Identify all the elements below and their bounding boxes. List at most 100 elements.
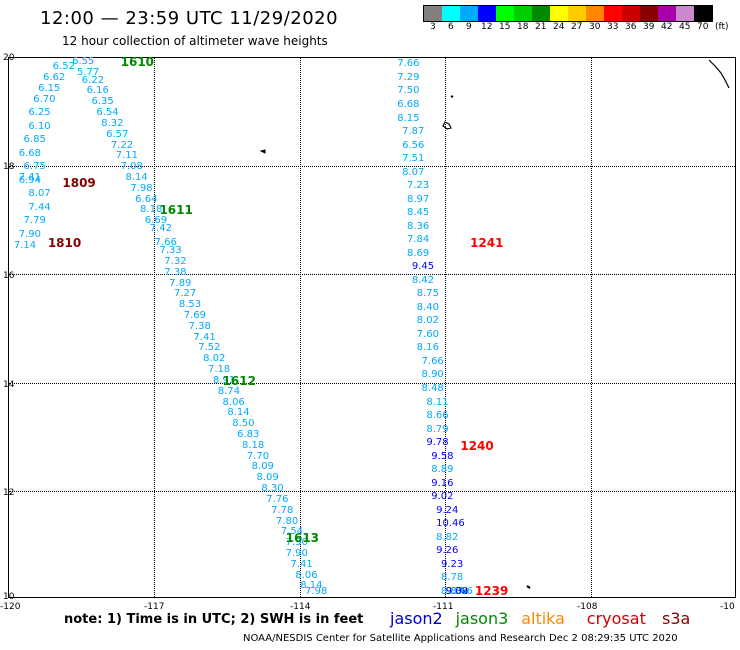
credit-line: NOAA/NESDIS Center for Satellite Applica… <box>243 633 678 644</box>
wave-height-value: 8.14 <box>227 407 250 419</box>
satellite-legend-jason2: jason2 <box>390 609 443 628</box>
wave-height-value: 8.07 <box>28 188 51 200</box>
y-axis-label: 18 <box>3 162 15 172</box>
wave-height-value: 9.23 <box>440 558 464 570</box>
track-id-label: 1241 <box>470 235 504 250</box>
legend-label: 33 <box>607 22 619 32</box>
wave-height-value: 7.66 <box>154 236 177 248</box>
y-axis-label: 10 <box>3 592 15 602</box>
track-id-label: 1810 <box>47 235 82 250</box>
y-axis-label: 16 <box>3 271 15 281</box>
wave-height-value: 7.90 <box>285 537 308 549</box>
wave-height-value: 6.68 <box>18 147 41 159</box>
wave-height-value: 7.54 <box>280 526 304 538</box>
wave-height-value: 6.62 <box>42 71 66 83</box>
wave-height-value: 7.79 <box>23 215 46 227</box>
wave-height-value: 8.15 <box>397 112 420 124</box>
wave-height-value: 6.64 <box>135 193 158 205</box>
legend-label: 42 <box>661 22 673 32</box>
legend-label: 36 <box>625 22 637 32</box>
wave-height-value: 6.68 <box>397 98 420 110</box>
wave-height-value: 8.16 <box>416 342 439 354</box>
legend-label: 24 <box>553 22 565 32</box>
wave-height-value: 7.89 <box>169 277 192 289</box>
wave-height-value: 7.66 <box>397 58 420 70</box>
x-axis-label: -111 <box>433 602 454 612</box>
wave-height-value: 6.56 <box>402 139 425 151</box>
grid-line <box>9 166 735 167</box>
wave-height-value: 6.35 <box>91 96 114 108</box>
satellite-legend-s3a: s3a <box>662 609 691 628</box>
satellite-legend-cryosat: cryosat <box>586 609 646 628</box>
wave-height-value: 9.39 <box>445 586 469 597</box>
wave-height-value: 10.46 <box>436 518 465 530</box>
wave-height-value: 7.29 <box>397 71 420 83</box>
wave-height-value: 6.55 <box>72 55 95 67</box>
coastline <box>259 59 730 589</box>
wave-height-value: 8.02 <box>203 353 226 365</box>
wave-height-value: 8.45 <box>406 207 430 219</box>
wave-height-value: 8.40 <box>416 301 439 313</box>
legend-swatch <box>640 6 658 21</box>
wave-height-value: 8.02 <box>416 315 439 327</box>
legend-swatch <box>622 6 640 21</box>
legend-label: 70 <box>697 22 709 32</box>
wave-height-value: 7.90 <box>285 548 308 559</box>
x-axis-label: -114 <box>290 602 311 612</box>
wave-height-value: 9.45 <box>411 261 435 273</box>
wave-height-value: 7.18 <box>207 364 231 376</box>
wave-height-value: 7.60 <box>416 328 439 340</box>
wave-height-value: 7.11 <box>115 150 139 162</box>
wave-height-value: 8.75 <box>416 288 439 300</box>
wave-height-value: 8.37 <box>440 585 464 597</box>
wave-height-value: 7.51 <box>402 153 425 165</box>
wave-height-value: 7.14 <box>13 239 37 251</box>
wave-height-value: 7.98 <box>130 182 153 194</box>
wave-height-value: 6.70 <box>33 93 56 105</box>
legend-swatch <box>478 6 496 21</box>
wave-height-value: 8.53 <box>178 299 202 311</box>
wave-height-value: 7.50 <box>397 85 420 97</box>
wave-height-value: 8.36 <box>406 220 430 232</box>
page-subtitle: 12 hour collection of altimeter wave hei… <box>62 34 328 48</box>
wave-height-value: 8.91 <box>212 374 236 386</box>
wave-height-value: 8.09 <box>256 472 279 484</box>
wave-height-value: 6.16 <box>86 85 109 97</box>
wave-height-value: 9.24 <box>436 504 459 516</box>
map-panel[interactable]: 6.55 6.52 5.77 6.62 6.22 6.15 6.16 6.70 6.35 6.25… <box>8 54 736 598</box>
legend-swatch <box>658 6 676 21</box>
track-id-label: 1610 <box>120 54 155 69</box>
wave-height-value: 8.48 <box>421 383 444 394</box>
grid-line <box>300 58 301 597</box>
wave-height-value: 5.77 <box>76 66 100 78</box>
track-id-label: 1613 <box>285 530 320 545</box>
wave-height-value: 8.06 <box>222 396 245 408</box>
wave-height-value: 6.57 <box>106 128 129 140</box>
wave-height-value: 7.44 <box>28 201 51 213</box>
legend-swatch <box>604 6 622 21</box>
wave-height-value: 7.42 <box>149 223 172 235</box>
wave-height-value: 9.58 <box>431 450 454 462</box>
legend-unit: (ft) <box>715 22 729 32</box>
wave-height-value: 7.22 <box>110 139 134 151</box>
track-id-label: 1611 <box>159 203 193 218</box>
wave-height-value: 8.30 <box>261 483 284 495</box>
wave-height-value: 7.41 <box>193 331 216 343</box>
track-id-label: 1612 <box>222 373 256 388</box>
wave-height-value: 9.02 <box>431 491 454 503</box>
wave-height-value: 8.97 <box>406 193 430 205</box>
legend-swatch <box>514 6 532 21</box>
legend-label: 39 <box>643 22 655 32</box>
wave-height-value: 7.78 <box>271 504 294 516</box>
wave-height-value: 8.18 <box>241 439 265 451</box>
wave-height-value: 7.08 <box>120 161 143 173</box>
wave-height-value: 9.78 <box>426 437 449 449</box>
wave-height-value: 8.11 <box>426 396 449 408</box>
legend-swatch <box>568 6 586 21</box>
grid-line <box>591 58 592 597</box>
wave-height-value: 6.15 <box>38 82 61 94</box>
legend-swatch <box>550 6 568 21</box>
legend-swatch <box>496 6 514 21</box>
wave-height-value: 9.16 <box>431 477 454 489</box>
wave-height-value: 8.14 <box>300 580 323 592</box>
